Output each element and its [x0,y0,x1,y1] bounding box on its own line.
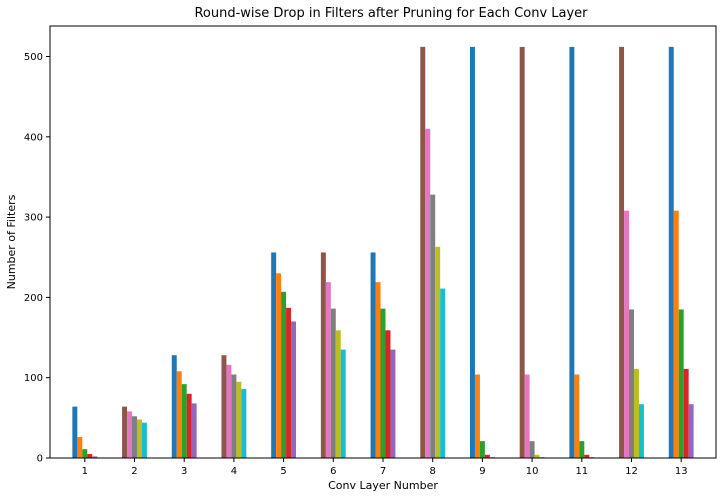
bar-layer-9-round-2 [474,374,480,458]
bar-layer-7-round-5 [390,349,396,458]
x-tick-label: 6 [330,466,336,477]
bar-layer-1-round-3 [82,449,88,458]
y-axis-label: Number of Filters [5,194,18,289]
y-axis-ticks: 0 100 200 300 400 500 [24,52,50,465]
bar-layer-11-round-3 [579,441,585,458]
bar-layer-7-round-3 [380,308,386,458]
bar-layer-1-round-2 [77,437,83,458]
bar-layer-10-round-2 [524,374,530,458]
plot-frame [49,25,717,459]
y-tick-label: 300 [24,213,43,224]
x-tick-label: 4 [231,466,237,477]
bar-layer-12-round-2 [624,210,630,458]
bar-layer-10-round-3 [529,441,535,458]
y-tick-label: 500 [24,52,43,63]
bar-layer-12-round-4 [633,368,639,458]
bar-layer-9-round-1 [469,46,475,458]
x-tick-label: 11 [575,466,588,477]
x-tick-label: 7 [380,466,386,477]
bar-layer-5-round-2 [276,273,282,458]
bar-layer-13-round-3 [678,309,684,458]
bar-layer-2-round-2 [127,411,133,458]
x-tick-label: 1 [82,466,88,477]
y-tick-label: 100 [24,373,43,384]
bar-layer-8-round-5 [440,288,446,458]
bar-layer-4-round-3 [231,374,237,458]
bar-layer-2-round-1 [122,406,128,458]
bar-layer-5-round-3 [281,291,287,458]
bar-layer-6-round-5 [340,349,346,458]
bars-layer [72,46,694,458]
bar-layer-1-round-4 [87,453,93,458]
x-tick-label: 12 [625,466,638,477]
bar-layer-13-round-4 [683,368,689,458]
x-tick-label: 3 [181,466,187,477]
bar-layer-9-round-3 [479,441,485,458]
bar-layer-5-round-1 [271,252,277,458]
bar-layer-3-round-2 [176,371,182,458]
bar-layer-11-round-2 [574,374,580,458]
x-tick-label: 13 [675,466,688,477]
bar-layer-1-round-1 [72,406,78,458]
bar-layer-6-round-3 [330,308,336,458]
bar-layer-12-round-1 [619,46,625,458]
y-tick-label: 400 [24,132,43,143]
bar-layer-10-round-4 [534,454,540,458]
bar-layer-12-round-3 [629,309,634,458]
bar-layer-8-round-1 [420,46,426,458]
bar-layer-12-round-5 [638,404,644,458]
bar-layer-2-round-5 [141,422,147,458]
bar-layer-7-round-4 [385,330,391,458]
bar-layer-8-round-3 [430,194,436,458]
bar-layer-11-round-1 [569,46,575,458]
bar-layer-3-round-3 [181,384,187,458]
y-tick-label: 200 [24,293,43,304]
bar-layer-4-round-4 [236,381,242,458]
bar-layer-13-round-5 [688,404,694,458]
x-axis-ticks: 1 2 3 4 5 6 7 8 9 10 11 12 13 [82,458,688,477]
bar-layer-3-round-1 [171,355,177,458]
bar-layer-13-round-2 [673,210,679,458]
y-tick-label: 0 [37,454,43,465]
bar-layer-11-round-4 [584,454,590,458]
bar-layer-4-round-1 [221,355,227,458]
bar-layer-2-round-4 [136,419,142,458]
bar-layer-8-round-2 [425,128,431,458]
bar-layer-13-round-1 [668,46,674,458]
bar-layer-8-round-4 [435,246,441,458]
bar-layer-6-round-2 [325,282,331,458]
bar-layer-4-round-5 [241,388,247,458]
bar-layer-2-round-3 [132,416,137,458]
x-tick-label: 10 [526,466,539,477]
bar-layer-5-round-4 [286,307,292,458]
bar-layer-3-round-4 [186,393,192,458]
x-tick-label: 9 [479,466,485,477]
bar-layer-3-round-5 [191,403,197,458]
bar-layer-7-round-2 [375,282,381,458]
x-tick-label: 5 [280,466,286,477]
bar-layer-9-round-4 [484,454,490,458]
x-tick-label: 8 [430,466,436,477]
x-tick-label: 2 [131,466,137,477]
bar-layer-1-round-5 [92,456,98,458]
bar-layer-6-round-1 [320,252,326,458]
chart-title: Round-wise Drop in Filters after Pruning… [194,6,588,21]
x-axis-label: Conv Layer Number [328,479,438,492]
bar-layer-10-round-1 [519,46,525,458]
bar-layer-7-round-1 [370,252,376,458]
bar-layer-5-round-5 [291,321,297,458]
bar-layer-6-round-4 [335,330,341,458]
bar-layer-4-round-2 [226,364,232,458]
